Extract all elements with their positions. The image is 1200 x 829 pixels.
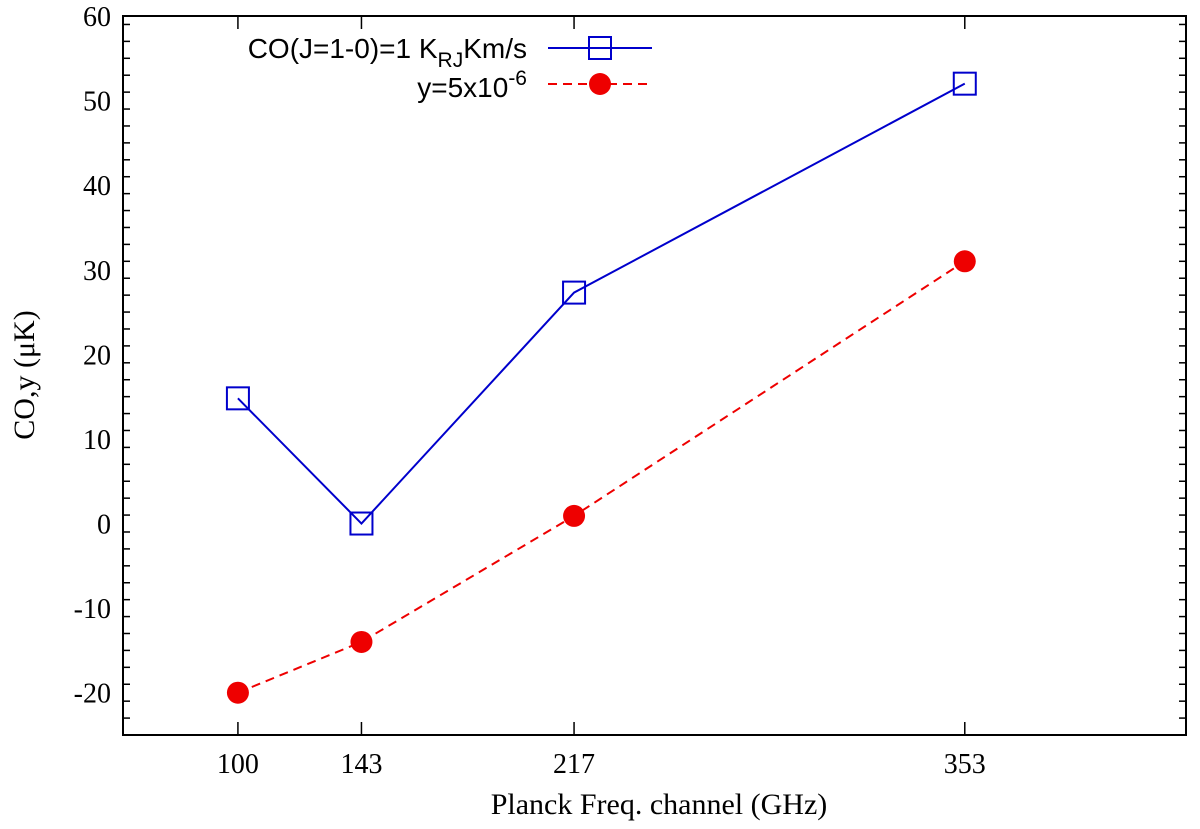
plot-frame xyxy=(122,15,1187,736)
series-1-point xyxy=(349,511,374,536)
series-2-point xyxy=(563,504,586,527)
y-tick-label: 50 xyxy=(83,87,111,118)
legend-marker-series-1 xyxy=(588,36,612,60)
legend-label-series-1: CO(J=1-0)=1 KRJKm/s xyxy=(248,33,527,72)
series-2-line xyxy=(237,260,966,694)
series-2-point xyxy=(350,630,373,653)
x-tick-label: 143 xyxy=(340,749,382,780)
legend-label-series-2: y=5x10-6 xyxy=(417,67,527,103)
x-tick-label: 100 xyxy=(217,749,259,780)
legend-entry-series-1: CO(J=1-0)=1 KRJKm/s xyxy=(248,33,652,72)
y-axis-label: CO,y (μK) xyxy=(8,310,41,439)
legend-entry-series-2: y=5x10-6 xyxy=(417,67,652,103)
plot-area: -20 -10 0 10 20 30 40 50 60 100 143 217 353 xyxy=(74,2,1187,780)
y-tick-label: 30 xyxy=(83,256,111,287)
y-tick-label: -20 xyxy=(74,679,111,710)
x-tick-label: 217 xyxy=(553,749,595,780)
y-tick-label: 0 xyxy=(97,510,111,541)
series-1-point xyxy=(952,71,977,96)
y-tick-label: 40 xyxy=(83,171,111,202)
legend: CO(J=1-0)=1 KRJKm/s y=5x10-6 xyxy=(248,33,652,103)
series-2-point xyxy=(953,250,976,273)
y-tick-label: 20 xyxy=(83,340,111,371)
series-1-point xyxy=(562,280,587,305)
series-1-point xyxy=(225,386,250,411)
series-2-point xyxy=(226,681,249,704)
x-tick-label: 353 xyxy=(944,749,986,780)
y-tick-label: -10 xyxy=(74,594,111,625)
y-tick-label: 10 xyxy=(83,425,111,456)
y-tick-label: 60 xyxy=(83,2,111,33)
series-1-line xyxy=(237,82,966,525)
legend-marker-series-2 xyxy=(589,73,611,95)
x-axis-label: Planck Freq. channel (GHz) xyxy=(491,788,828,821)
